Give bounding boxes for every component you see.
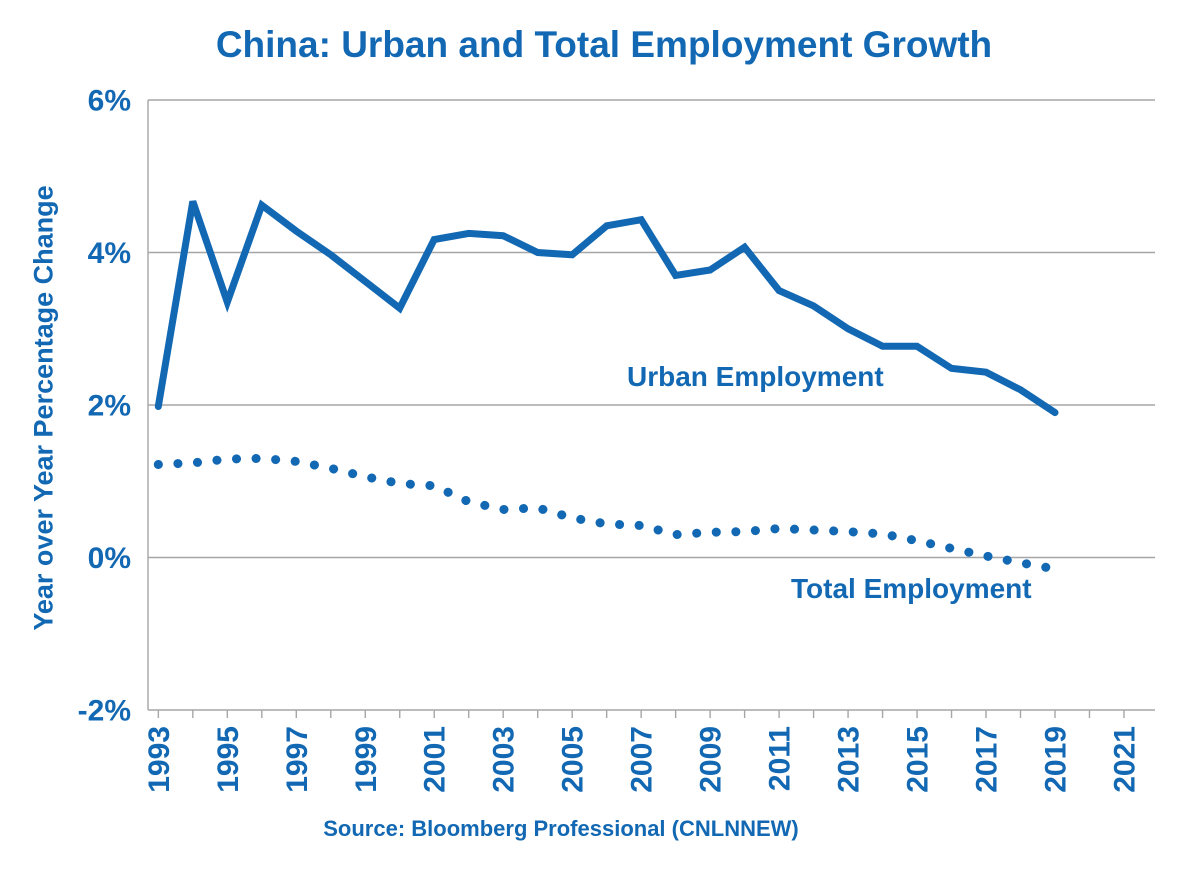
x-tick-label: 2009 (695, 726, 728, 793)
x-tick-label: 2013 (833, 726, 866, 793)
x-tick-label: 2005 (557, 726, 590, 793)
x-tick-label: 2001 (419, 726, 452, 793)
urban-employment-label: Urban Employment (627, 361, 884, 392)
y-tick-label: -2% (78, 695, 131, 728)
x-tick-label: 2003 (488, 726, 521, 793)
y-axis-title: Year over Year Percentage Change (28, 185, 59, 631)
x-tick-label: 2019 (1040, 726, 1073, 793)
x-tick-label: 1993 (143, 726, 176, 793)
y-tick-label: 2% (88, 390, 131, 423)
x-tick-label: 2021 (1109, 726, 1142, 793)
x-tick-label: 2007 (626, 726, 659, 793)
total-employment-label: Total Employment (791, 573, 1032, 604)
x-tick-label: 2011 (764, 726, 797, 791)
y-tick-label: 0% (88, 542, 131, 575)
urban-employment-line (154, 199, 1059, 417)
y-tick-label: 6% (88, 85, 131, 118)
x-tick-label: 2017 (971, 726, 1004, 793)
x-tick-label: 1999 (350, 726, 383, 793)
total-employment-line (153, 453, 1060, 574)
source-note: Source: Bloomberg Professional (CNLNNEW) (323, 816, 799, 841)
chart-title: China: Urban and Total Employment Growth (215, 24, 993, 65)
y-tick-label: 4% (88, 237, 131, 270)
x-tick-label: 1997 (281, 726, 314, 793)
x-tick-label: 2015 (902, 726, 935, 793)
x-tick-label: 1995 (212, 726, 245, 793)
